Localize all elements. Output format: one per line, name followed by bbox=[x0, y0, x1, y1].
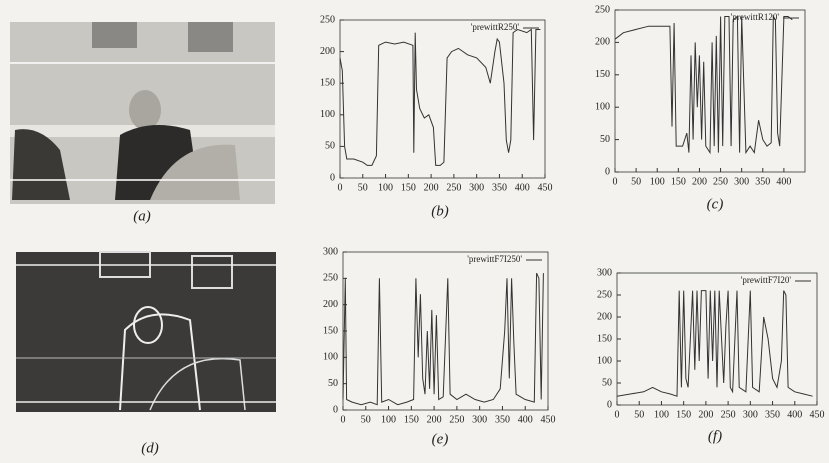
x-tick-label: 250 bbox=[449, 414, 464, 425]
x-tick-label: 100 bbox=[654, 409, 669, 420]
x-tick-label: 300 bbox=[472, 414, 487, 425]
x-tick-label: 450 bbox=[810, 409, 825, 420]
x-tick-label: 350 bbox=[495, 414, 510, 425]
y-tick-label: 0 bbox=[605, 166, 610, 177]
y-tick-label: 250 bbox=[323, 273, 338, 284]
y-tick-label: 200 bbox=[320, 46, 335, 57]
x-tick-label: 450 bbox=[541, 414, 556, 425]
y-tick-label: 50 bbox=[602, 377, 612, 388]
x-tick-label: 350 bbox=[765, 409, 780, 420]
x-tick-label: 250 bbox=[713, 176, 728, 187]
plot-frame bbox=[339, 19, 546, 179]
x-tick-label: 300 bbox=[734, 176, 749, 187]
data-line bbox=[614, 14, 793, 155]
y-tick-label: 0 bbox=[330, 172, 335, 183]
data-line bbox=[616, 290, 813, 397]
x-tick-label: 250 bbox=[446, 182, 461, 193]
x-tick-label: 200 bbox=[698, 409, 713, 420]
caption: (f) bbox=[708, 428, 722, 444]
data-line bbox=[342, 272, 544, 406]
x-tick-label: 200 bbox=[692, 176, 707, 187]
y-tick-label: 200 bbox=[595, 37, 610, 48]
x-tick-label: 0 bbox=[338, 182, 343, 193]
x-tick-label: 350 bbox=[492, 182, 507, 193]
x-tick-label: 100 bbox=[378, 182, 393, 193]
x-tick-label: 200 bbox=[424, 182, 439, 193]
y-tick-label: 0 bbox=[607, 399, 612, 410]
x-tick-label: 150 bbox=[676, 409, 691, 420]
photo-d bbox=[16, 251, 276, 412]
data-line bbox=[339, 28, 541, 166]
x-tick-label: 400 bbox=[518, 414, 533, 425]
x-tick-label: 250 bbox=[721, 409, 736, 420]
y-tick-label: 50 bbox=[328, 378, 338, 389]
plot-frame bbox=[614, 9, 806, 173]
x-tick-label: 150 bbox=[671, 176, 686, 187]
y-tick-label: 150 bbox=[595, 69, 610, 80]
legend-label: 'prewittR120' bbox=[731, 12, 780, 22]
y-tick-label: 50 bbox=[600, 134, 610, 145]
caption: (a) bbox=[133, 208, 151, 224]
y-tick-label: 0 bbox=[333, 404, 338, 415]
legend-label: 'prewittF7I250' bbox=[467, 254, 522, 264]
x-tick-label: 400 bbox=[515, 182, 530, 193]
y-tick-label: 150 bbox=[323, 325, 338, 336]
x-tick-label: 450 bbox=[538, 182, 553, 193]
y-tick-label: 100 bbox=[597, 355, 612, 366]
x-tick-label: 50 bbox=[358, 182, 368, 193]
y-tick-label: 300 bbox=[597, 267, 612, 278]
y-tick-label: 250 bbox=[597, 289, 612, 300]
x-tick-label: 150 bbox=[404, 414, 419, 425]
y-tick-label: 200 bbox=[323, 299, 338, 310]
y-tick-label: 150 bbox=[320, 77, 335, 88]
x-tick-label: 400 bbox=[787, 409, 802, 420]
x-tick-label: 150 bbox=[401, 182, 416, 193]
x-tick-label: 350 bbox=[755, 176, 770, 187]
x-tick-label: 400 bbox=[776, 176, 791, 187]
x-tick-label: 50 bbox=[631, 176, 641, 187]
x-tick-label: 100 bbox=[381, 414, 396, 425]
x-tick-label: 0 bbox=[615, 409, 620, 420]
x-tick-label: 100 bbox=[650, 176, 665, 187]
photo-a bbox=[10, 22, 275, 204]
y-tick-label: 100 bbox=[595, 101, 610, 112]
x-tick-label: 0 bbox=[613, 176, 618, 187]
y-tick-label: 100 bbox=[323, 352, 338, 363]
x-tick-label: 0 bbox=[341, 414, 346, 425]
y-tick-label: 200 bbox=[597, 311, 612, 322]
y-tick-label: 50 bbox=[325, 141, 335, 152]
legend-label: 'prewittF7I20' bbox=[741, 275, 792, 285]
x-tick-label: 50 bbox=[361, 414, 371, 425]
x-tick-label: 300 bbox=[469, 182, 484, 193]
legend-label: 'prewittR250' bbox=[471, 22, 520, 32]
x-tick-label: 50 bbox=[634, 409, 644, 420]
caption: (c) bbox=[707, 196, 724, 212]
y-tick-label: 250 bbox=[595, 4, 610, 15]
y-tick-label: 150 bbox=[597, 333, 612, 344]
y-tick-label: 250 bbox=[320, 14, 335, 25]
y-tick-label: 100 bbox=[320, 109, 335, 120]
caption: (e) bbox=[432, 431, 449, 447]
caption: (b) bbox=[431, 203, 449, 219]
y-tick-label: 300 bbox=[323, 246, 338, 257]
caption: (d) bbox=[141, 440, 159, 456]
x-tick-label: 200 bbox=[427, 414, 442, 425]
x-tick-label: 300 bbox=[743, 409, 758, 420]
